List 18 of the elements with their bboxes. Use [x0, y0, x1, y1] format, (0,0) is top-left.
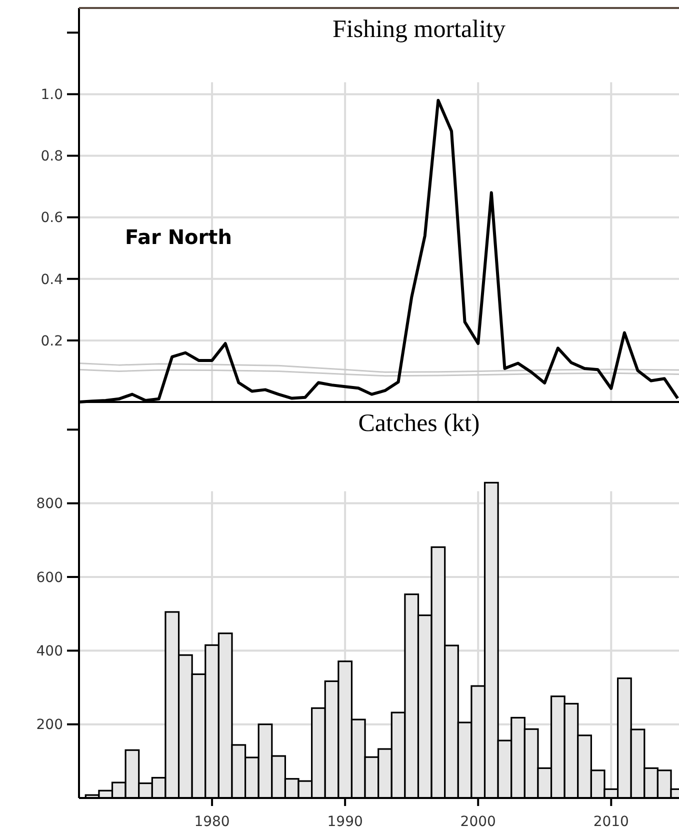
- y-tick-label: 400: [36, 644, 63, 660]
- line-series: [78, 368, 679, 377]
- y-tick-label: 200: [36, 717, 63, 734]
- y-tick-label: 0.6: [40, 210, 64, 226]
- y-tick-label: 600: [36, 570, 63, 586]
- y-tick-label: 800: [36, 496, 63, 512]
- annotation: Far North: [125, 225, 232, 249]
- chart-title: Fishing mortality: [332, 16, 506, 43]
- x-tick-label: 1980: [194, 814, 230, 830]
- y-tick-label: 1.0: [40, 87, 63, 104]
- x-tick-label: 2010: [593, 814, 629, 830]
- y-tick-label: 0.2: [40, 333, 63, 350]
- chart-title: Catches (kt): [358, 410, 480, 437]
- x-tick-label: 1990: [327, 814, 363, 830]
- line-series: [78, 362, 679, 373]
- x-tick-label: 2000: [460, 814, 496, 830]
- y-tick-label: 0.4: [40, 272, 64, 288]
- y-tick-label: 0.8: [40, 148, 63, 165]
